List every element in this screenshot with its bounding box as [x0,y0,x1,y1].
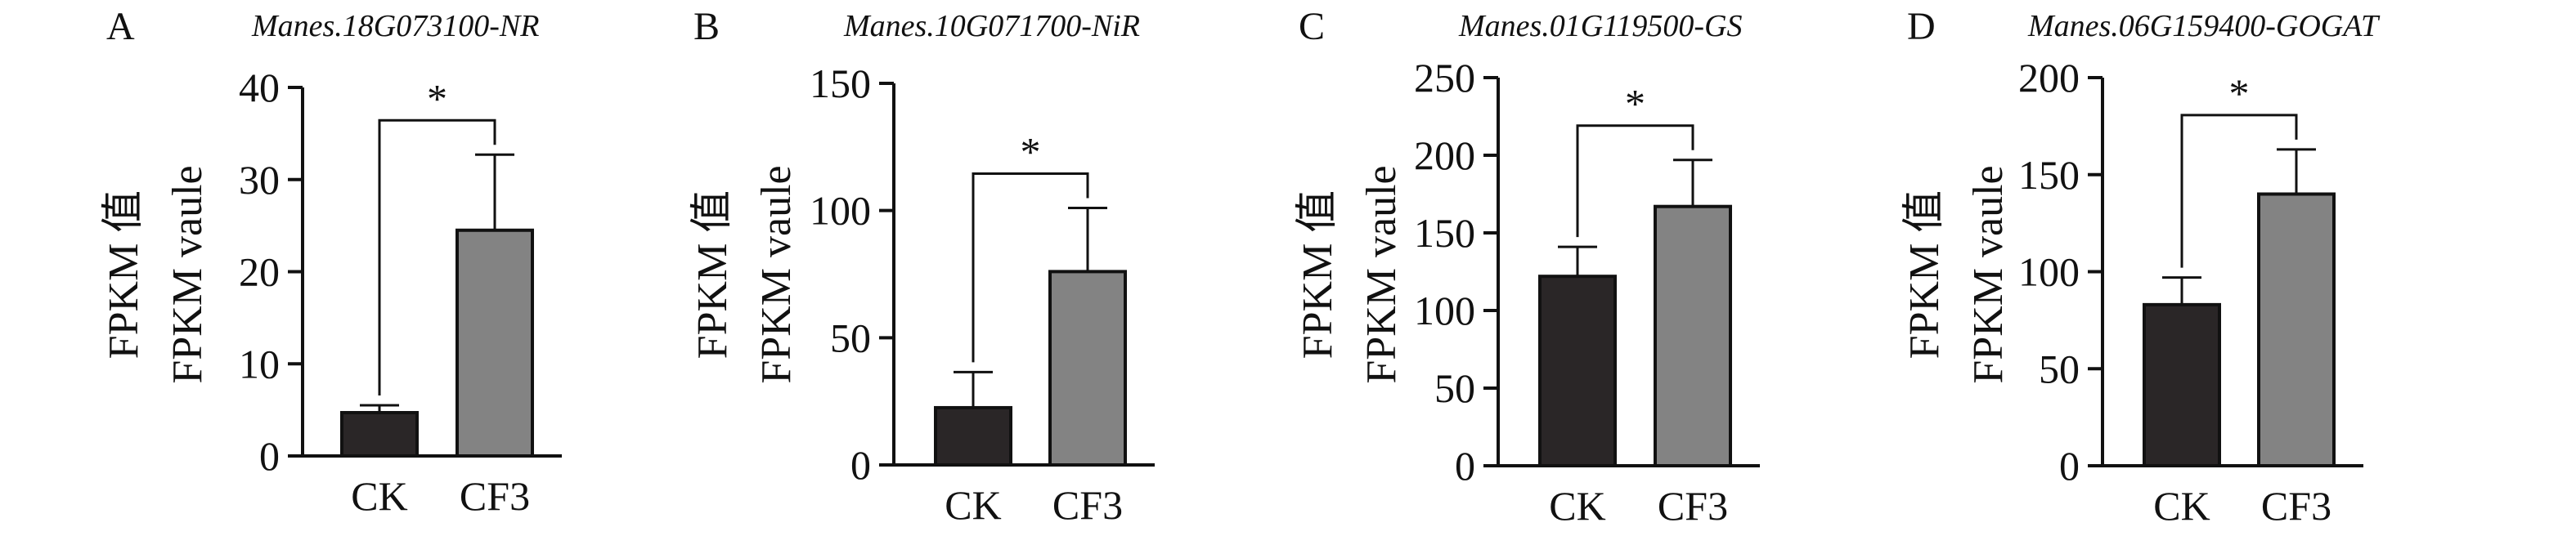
y-axis-label-line: FPKM 值 [1901,190,1948,360]
y-tick-label: 100 [2018,249,2080,295]
x-tick-label: CK [2153,483,2210,529]
y-tick-label: 0 [259,433,280,479]
significance-bracket [972,172,1089,363]
y-tick-label: 40 [239,65,280,110]
significance-marker: * [1625,81,1645,127]
bar-ck [2143,302,2221,467]
significance-bracket [2180,114,2298,268]
chart-title: Manes.01G119500-GS [1458,9,1743,43]
y-tick-label: 100 [810,188,871,234]
chart-panel-b: B Manes.10G071700-NiR FPKM 值 FPKM vaule 0 50 1… [689,5,1155,528]
y-tick-label: 30 [239,157,280,203]
bar-ck [934,405,1012,467]
x-tick-label: CK [1549,483,1605,529]
significance-marker: * [427,75,447,121]
bar-cf3 [456,228,534,458]
significance-marker: * [2229,70,2250,116]
panel-letter: A [106,5,135,48]
significance-bracket [1576,124,1694,238]
chart-panel-d: D Manes.06G159400-GOGAT FPKM 值 FPKM vaule 0 5… [1901,5,2381,529]
y-tick-label: 0 [2059,443,2080,489]
significance-bracket [378,118,496,395]
y-tick-label: 100 [1414,288,1475,333]
y-tick-label: 150 [810,60,871,106]
y-axis-label-line: FPKM vaule [1358,165,1405,383]
panel-letter: C [1299,5,1325,48]
y-tick-label: 0 [1455,443,1475,489]
y-tick-label: 200 [2018,55,2080,101]
y-tick-label: 150 [2018,152,2080,198]
chart-title: Manes.06G159400-GOGAT [2027,9,2381,43]
y-tick-label: 50 [2039,346,2080,391]
bar-ck [1538,275,1617,468]
y-axis-label-line: FPKM 值 [689,190,736,360]
bar-cf3 [1654,204,1732,467]
y-tick-label: 10 [239,341,280,386]
y-axis-label-line: FPKM 值 [1295,190,1341,360]
x-tick-label: CF3 [1052,482,1123,528]
y-tick-label: 150 [1414,210,1475,256]
bar-cf3 [2257,192,2336,467]
x-tick-label: CF3 [1658,483,1728,529]
x-tick-label: CK [945,482,1001,528]
y-tick-label: 0 [850,442,871,488]
panel-letter: B [693,5,720,48]
y-tick-label: 50 [1434,365,1475,411]
y-axis-label-line: FPKM vaule [164,165,211,383]
x-tick-label: CF3 [460,473,530,519]
y-tick-label: 50 [830,315,871,360]
bar-cf3 [1048,270,1127,467]
y-tick-label: 250 [1414,55,1475,101]
chart-panel-c: C Manes.01G119500-GS FPKM 值 FPKM vaule 0 50 10… [1295,5,1760,529]
panel-letter: D [1907,5,1936,48]
bar-ck [340,411,419,458]
x-tick-label: CK [351,473,407,519]
y-tick-label: 20 [239,249,280,295]
y-axis-label-line: FPKM 值 [101,190,147,360]
chart-title: Manes.18G073100-NR [251,9,539,43]
chart-panel-a: A Manes.18G073100-NR FPKM 值 FPKM vaule 0 10 20… [101,5,562,519]
chart-title: Manes.10G071700-NiR [843,9,1140,43]
x-tick-label: CF3 [2261,483,2331,529]
y-axis-label-line: FPKM vaule [1965,165,2012,383]
y-tick-label: 200 [1414,132,1475,178]
significance-marker: * [1021,129,1041,175]
y-axis-label-line: FPKM vaule [753,165,800,383]
